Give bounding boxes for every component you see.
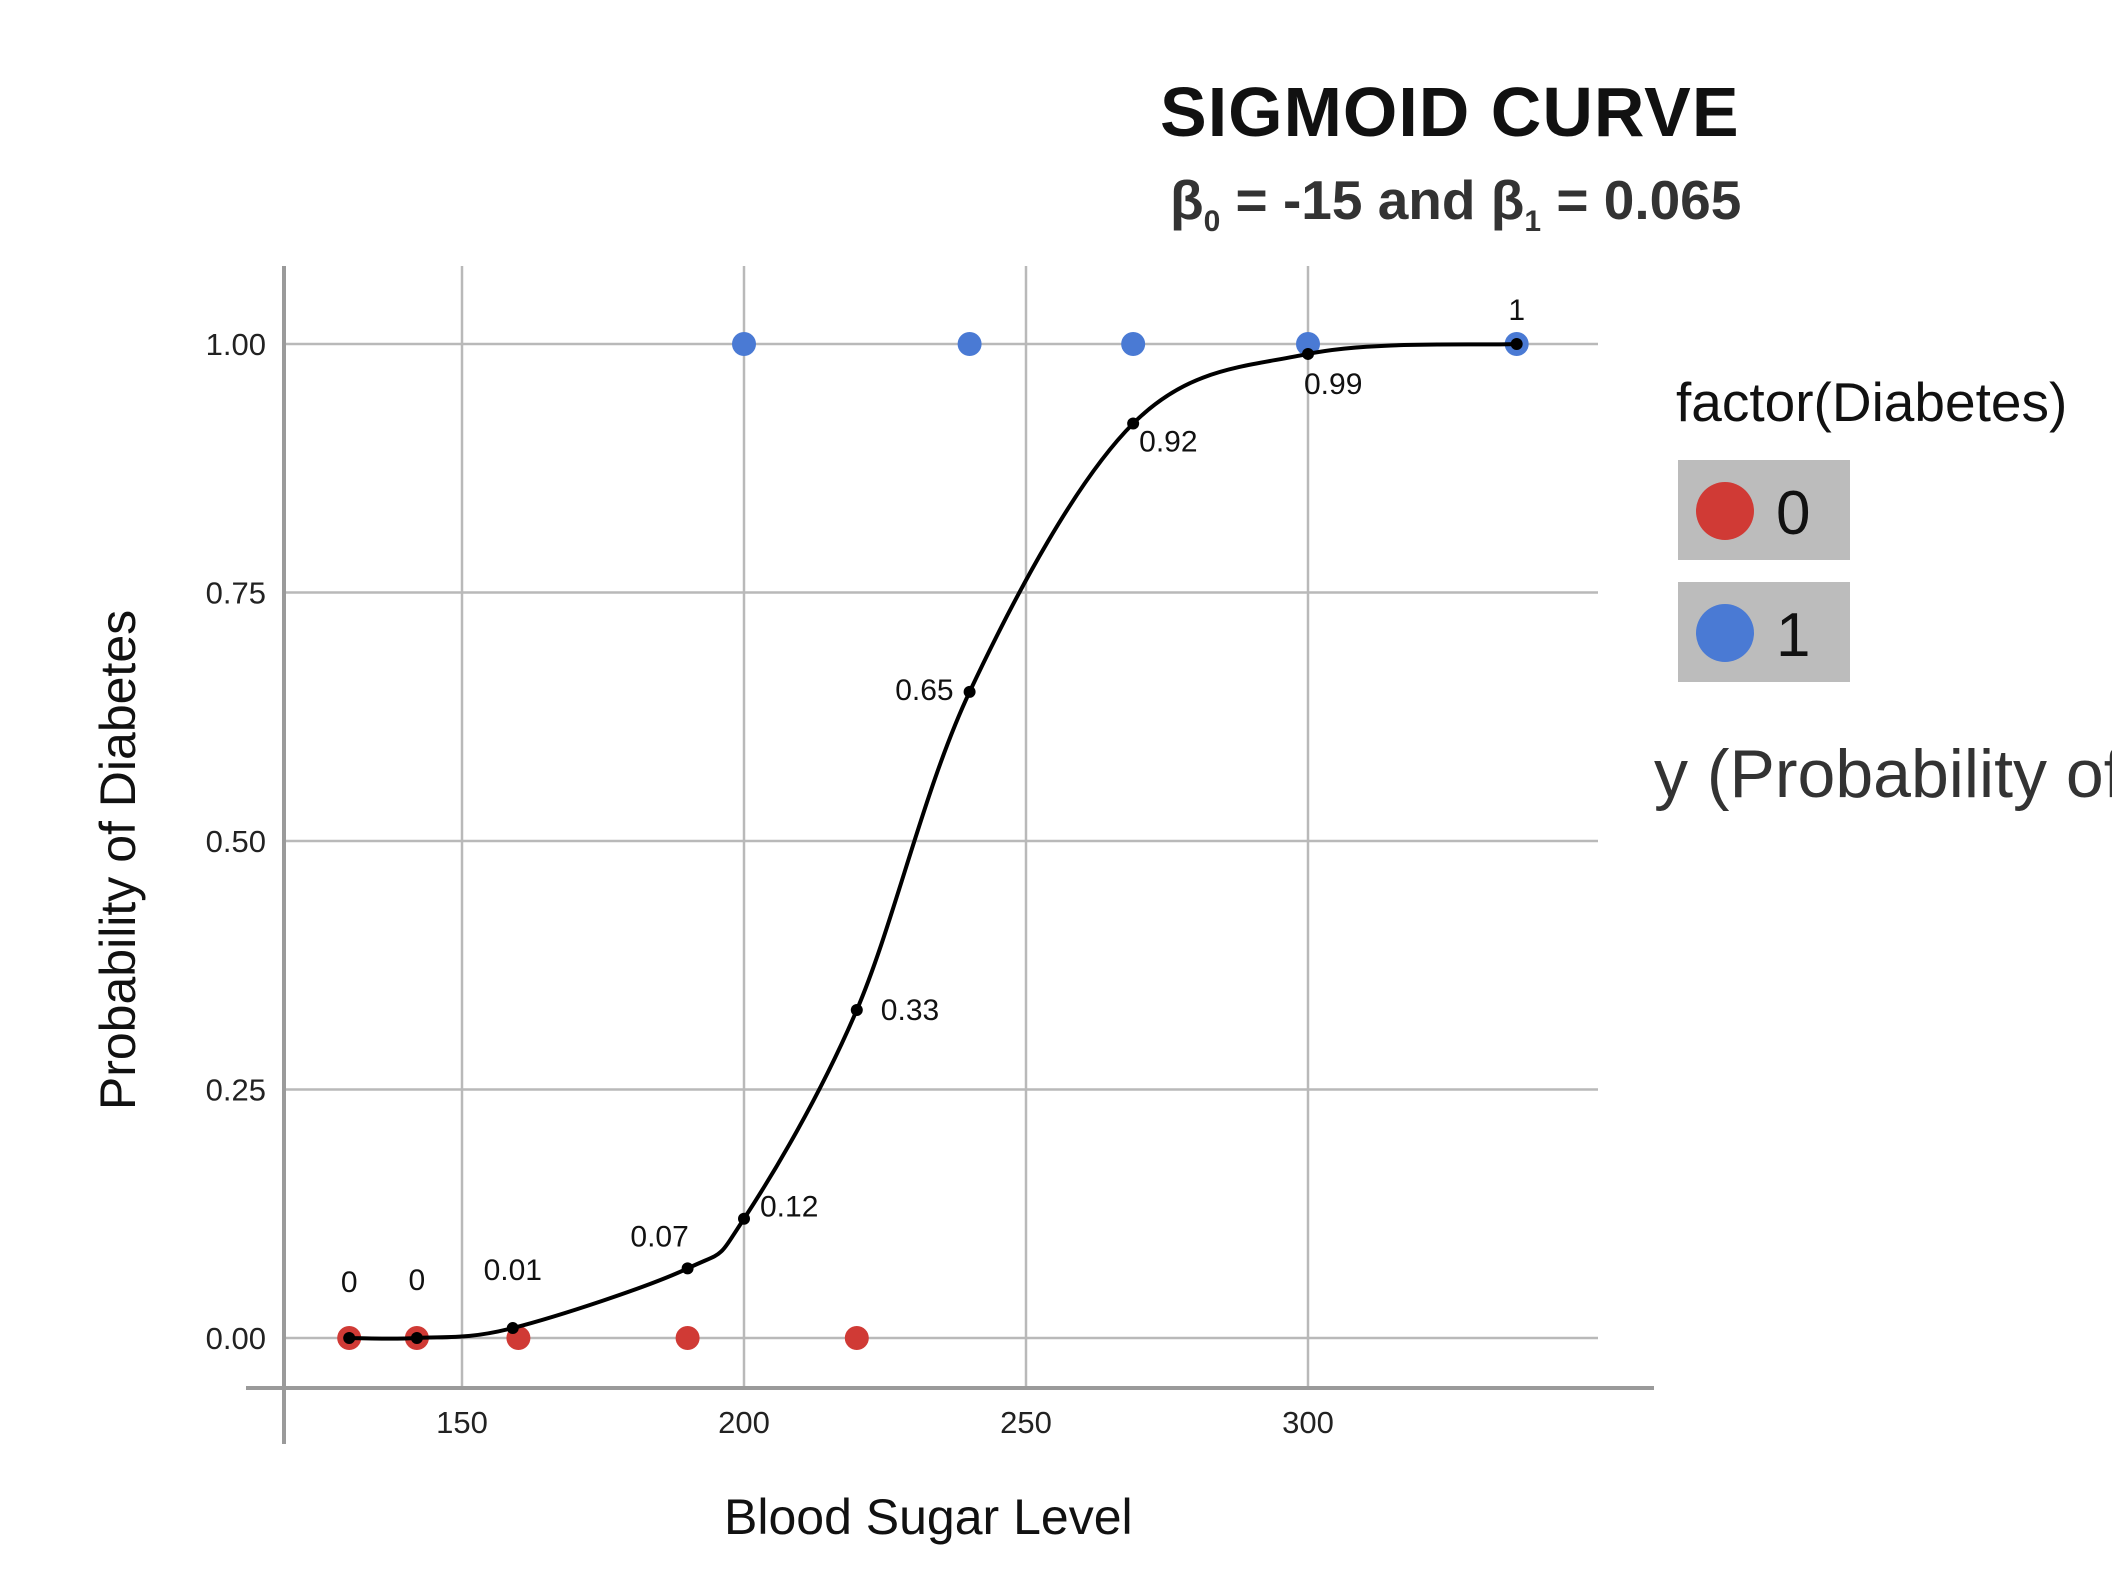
x-tick-label: 250 (1000, 1405, 1052, 1440)
data-points (337, 332, 1529, 1350)
curve-point (738, 1212, 750, 1225)
curve-value-labels: 0 0 0.01 0.07 0.12 0.33 0.65 0.92 0.99 1 (341, 294, 1525, 1299)
beta0-subscript: 0 (1203, 205, 1221, 238)
x-tick-label: 200 (718, 1405, 770, 1440)
curve-value-label: 1 (1508, 294, 1525, 327)
curve-value-label: 0.99 (1304, 368, 1362, 401)
beta0-text: = -15 and (1220, 169, 1491, 231)
beta1-subscript: 1 (1524, 205, 1542, 238)
data-point-class-0 (675, 1326, 700, 1350)
legend-label-1: 1 (1776, 601, 1811, 670)
curve-value-label: 0.92 (1139, 426, 1197, 459)
curve-point (1510, 338, 1523, 350)
side-caption: y (Probability of (1654, 736, 2112, 812)
curve-point (850, 1003, 863, 1016)
chart-title: SIGMOID CURVE (1160, 73, 1740, 151)
curve-point (681, 1262, 694, 1275)
y-tick-label: 1.00 (206, 327, 266, 362)
legend-entry-1: 1 (1678, 582, 1850, 682)
legend-dot-0 (1696, 482, 1754, 540)
data-point-class-1 (1296, 332, 1320, 356)
sigmoid-curve-group (343, 338, 1523, 1344)
legend-dot-1 (1696, 604, 1754, 662)
y-tick-label: 0.50 (206, 824, 266, 859)
y-axis-label: Probability of Diabetes (90, 609, 146, 1111)
y-tick-label: 0.75 (206, 576, 266, 611)
curve-point (1302, 347, 1314, 360)
tick-labels: 150 200 250 300 0.00 0.25 0.50 0.75 1.00 (206, 327, 1334, 1440)
x-tick-label: 150 (436, 1405, 488, 1440)
y-tick-label: 0.25 (206, 1073, 266, 1108)
axes (246, 266, 1654, 1444)
chart-subtitle: β0 = -15 and β1 = 0.065 (1170, 168, 1741, 239)
data-point-class-1 (957, 332, 982, 356)
x-tick-label: 300 (1282, 1405, 1334, 1440)
curve-value-label: 0.07 (630, 1220, 688, 1253)
curve-point (1127, 417, 1140, 430)
data-point-class-0 (844, 1326, 869, 1350)
legend-label-0: 0 (1776, 479, 1811, 548)
curve-value-label: 0.01 (484, 1254, 542, 1287)
curve-value-label: 0.65 (895, 674, 953, 707)
gridlines (284, 266, 1598, 1388)
x-axis-label: Blood Sugar Level (724, 1489, 1133, 1545)
curve-value-label: 0 (409, 1264, 426, 1297)
curve-value-label: 0.12 (760, 1191, 818, 1224)
curve-point (410, 1332, 423, 1344)
data-point-class-1 (1121, 332, 1146, 356)
curve-value-label: 0 (341, 1266, 358, 1299)
beta1-text: = 0.065 (1541, 169, 1742, 231)
legend-title: factor(Diabetes) (1676, 371, 2068, 433)
y-tick-label: 0.00 (206, 1321, 266, 1356)
curve-point (506, 1322, 519, 1335)
curve-point (963, 685, 976, 698)
beta1-symbol: β (1490, 169, 1525, 231)
legend-entry-0: 0 (1678, 460, 1850, 560)
curve-value-label: 0.33 (881, 994, 939, 1027)
beta0-symbol: β (1170, 169, 1204, 231)
curve-point (343, 1332, 356, 1344)
data-point-class-1 (732, 332, 756, 356)
